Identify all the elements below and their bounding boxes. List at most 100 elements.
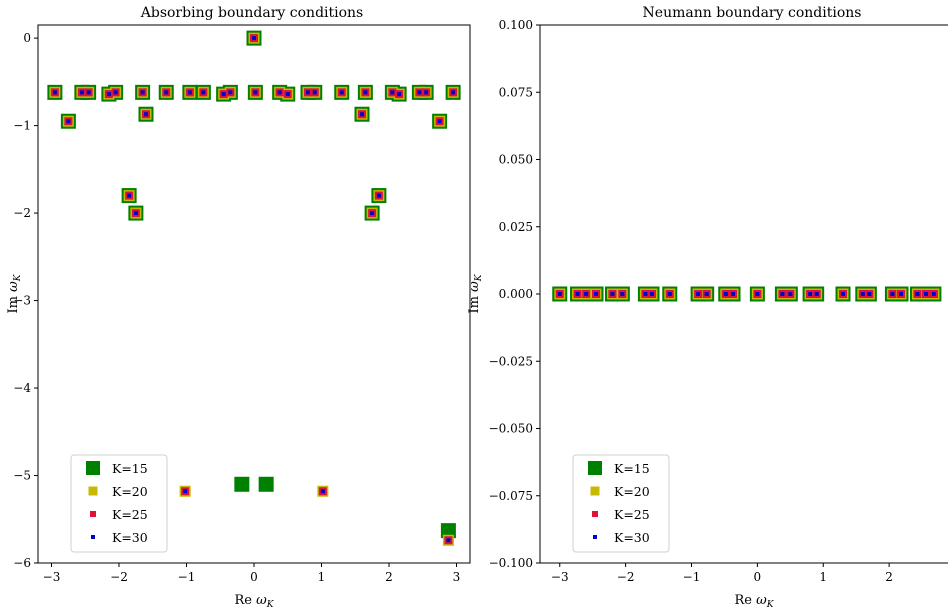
marker-k-30 [106, 92, 111, 97]
x-tick-label: 1 [819, 570, 827, 584]
marker-k-30 [221, 92, 226, 97]
marker-k-30 [424, 90, 429, 95]
legend-label: K=15 [112, 461, 148, 476]
marker-k-30 [584, 292, 589, 296]
marker-k-30 [931, 292, 936, 296]
y-tick-label: 0 [23, 31, 31, 45]
y-tick-label: −0.100 [489, 556, 533, 570]
x-tick-label: −2 [617, 570, 635, 584]
marker-k-15 [258, 476, 274, 492]
absorbing-y-axis-label: Im ωK [6, 273, 23, 313]
marker-k-30 [731, 292, 736, 296]
y-tick-label: −2 [13, 206, 31, 220]
marker-k-30 [915, 292, 920, 296]
marker-k-30 [780, 292, 785, 296]
legend-label: K=25 [614, 507, 650, 522]
legend-box [572, 454, 670, 553]
marker-k-30 [133, 211, 138, 216]
marker-k-30 [643, 292, 648, 296]
legend-marker [593, 535, 597, 539]
legend-label: K=20 [614, 484, 650, 499]
y-tick-label: −0.050 [489, 422, 533, 436]
legend-label: K=15 [614, 461, 650, 476]
marker-k-30 [187, 90, 192, 95]
marker-k-30 [667, 292, 672, 296]
absorbing-x-ticks: −3 −2 −1 0 1 2 3 [43, 563, 460, 584]
y-tick-label: 0.100 [499, 18, 533, 32]
marker-k-30 [363, 90, 368, 95]
marker-k-30 [557, 292, 562, 296]
neumann-markers [552, 286, 942, 302]
neumann-y-ticks: 0.100 0.075 0.050 0.025 0.000 −0.025 −0.050 −0.… [489, 18, 540, 570]
marker-k-30 [127, 193, 132, 198]
marker-k-30 [390, 90, 395, 95]
legend-label: K=20 [112, 484, 148, 499]
x-tick-label: −1 [178, 570, 196, 584]
marker-k-30 [144, 112, 148, 117]
marker-k-30 [649, 292, 654, 296]
marker-k-30 [252, 36, 256, 41]
marker-k-30 [610, 292, 615, 296]
marker-k-30 [312, 90, 317, 95]
absorbing-panel: Absorbing boundary conditions −3 −2 −1 0 1 2 3… [6, 5, 471, 609]
marker-k-30 [376, 193, 381, 198]
marker-k-30 [417, 90, 422, 95]
marker-k-30 [164, 90, 169, 95]
marker-k-30 [924, 292, 929, 296]
marker-k-30 [183, 489, 188, 494]
x-tick-label: 1 [318, 570, 326, 584]
x-tick-label: 0 [250, 570, 258, 584]
absorbing-title: Absorbing boundary conditions [140, 5, 364, 21]
marker-k-30 [788, 292, 793, 296]
legend-marker [592, 511, 598, 517]
absorbing-legend: K=15 K=20 K=25 K=30 [70, 454, 168, 553]
absorbing-x-axis-label: Re ωK [235, 593, 275, 609]
legend-label: K=30 [112, 530, 148, 545]
marker-k-30 [451, 90, 456, 95]
legend-marker [590, 486, 600, 496]
marker-k-30 [285, 92, 290, 97]
neumann-y-axis-label: Im ωK [467, 273, 484, 313]
marker-k-30 [723, 292, 728, 296]
x-tick-label: 0 [754, 570, 762, 584]
legend-marker [86, 461, 100, 475]
y-tick-label: 0.025 [499, 220, 533, 234]
marker-k-30 [867, 292, 872, 296]
x-tick-label: −3 [551, 570, 569, 584]
y-tick-label: 0.050 [499, 153, 533, 167]
marker-k-30 [446, 538, 451, 543]
marker-k-30 [86, 90, 91, 95]
legend-marker [90, 511, 96, 517]
neumann-panel: Neumann boundary conditions −3 −2 −1 0 1 2 0.… [467, 5, 948, 609]
x-tick-label: 2 [885, 570, 893, 584]
marker-k-30 [860, 292, 865, 296]
marker-k-30 [320, 489, 325, 494]
legend-marker [588, 461, 602, 475]
y-tick-label: 0.075 [499, 85, 533, 99]
neumann-legend: K=15 K=20 K=25 K=30 [572, 454, 670, 553]
marker-k-30 [397, 92, 402, 97]
x-tick-label: 2 [385, 570, 393, 584]
marker-k-30 [201, 90, 206, 95]
marker-k-30 [841, 292, 846, 296]
neumann-x-ticks: −3 −2 −1 0 1 2 [551, 563, 893, 584]
marker-k-30 [79, 90, 84, 95]
marker-k-30 [360, 112, 364, 117]
marker-k-30 [228, 90, 233, 95]
y-tick-label: −3 [13, 294, 31, 308]
marker-k-15 [234, 476, 250, 492]
absorbing-y-ticks: 0 −1 −2 −3 −4 −5 −6 [13, 31, 38, 570]
legend-marker [91, 535, 95, 539]
x-tick-label: −1 [683, 570, 701, 584]
marker-k-30 [808, 292, 813, 296]
marker-k-30 [696, 292, 701, 296]
marker-k-30 [277, 90, 282, 95]
neumann-x-axis-label: Re ωK [735, 593, 775, 609]
y-tick-label: −1 [13, 119, 31, 133]
marker-k-30 [66, 119, 71, 124]
marker-k-30 [755, 292, 760, 296]
marker-k-30 [253, 90, 258, 95]
marker-k-30 [140, 90, 145, 95]
marker-k-30 [890, 292, 895, 296]
